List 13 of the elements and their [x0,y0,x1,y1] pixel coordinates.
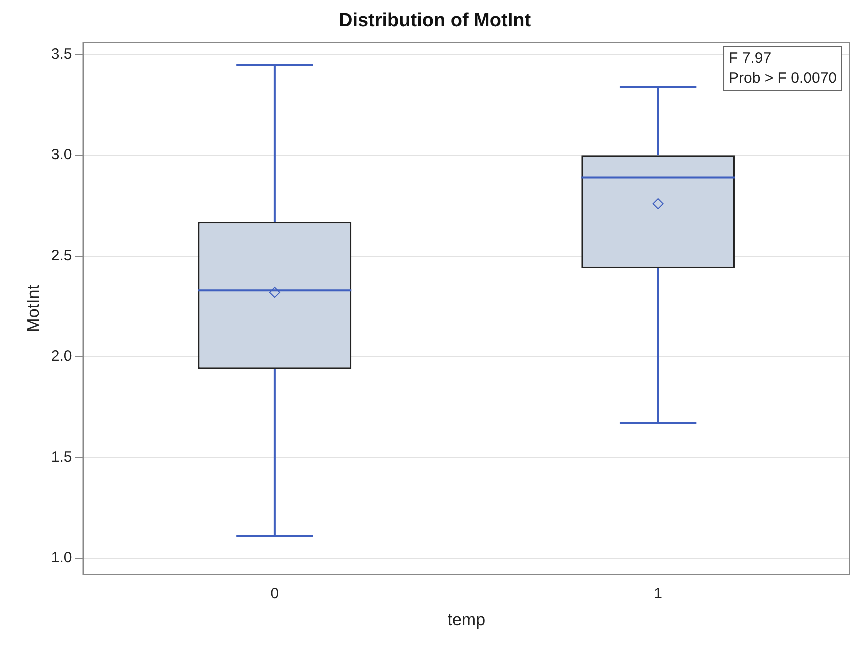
x-axis-title: temp [448,610,486,630]
y-tick-label: 3.0 [51,146,72,164]
x-tick-label: 1 [654,586,662,603]
annotation: Prob > F 0.0070 [729,70,838,87]
chart-title: Distribution of MotInt [338,10,532,32]
y-tick-label: 2.0 [51,348,72,366]
y-tick-label: 2.5 [51,247,72,264]
y-axis-title: MotInt [24,284,43,332]
x-tick-label: 0 [270,586,280,603]
y-tick-label: 1.0 [51,550,72,567]
y-tick-label: 1.5 [51,448,72,466]
annotation: F 7.97 [729,50,772,67]
y-tick-label: 3.5 [51,46,72,64]
